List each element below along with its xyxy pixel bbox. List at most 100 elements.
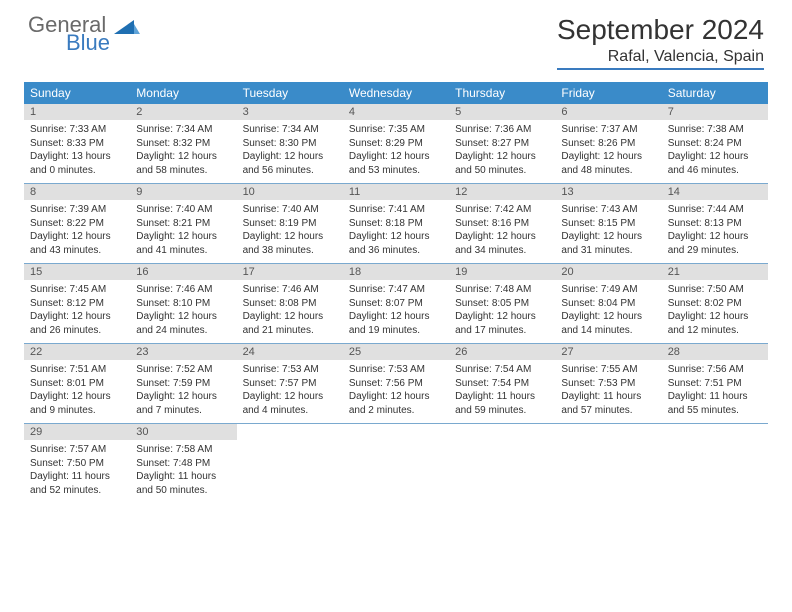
title-block: September 2024 Rafal, Valencia, Spain xyxy=(557,14,764,70)
sunset-text: Sunset: 7:56 PM xyxy=(349,377,443,391)
calendar-day-cell: 2 Sunrise: 7:34 AMSunset: 8:32 PMDaylight… xyxy=(130,104,236,184)
day-number: 7 xyxy=(662,104,768,120)
day-number: 30 xyxy=(130,424,236,440)
page-title: September 2024 xyxy=(557,14,764,46)
day-body: Sunrise: 7:36 AMSunset: 8:27 PMDaylight:… xyxy=(449,120,555,183)
sunrise-text: Sunrise: 7:44 AM xyxy=(668,203,762,217)
daylight-text: Daylight: 12 hours and 12 minutes. xyxy=(668,310,762,337)
day-number: 19 xyxy=(449,264,555,280)
sunrise-text: Sunrise: 7:49 AM xyxy=(561,283,655,297)
calendar-day-cell: 22Sunrise: 7:51 AMSunset: 8:01 PMDayligh… xyxy=(24,344,130,424)
sunset-text: Sunset: 8:29 PM xyxy=(349,137,443,151)
sunset-text: Sunset: 8:04 PM xyxy=(561,297,655,311)
weekday-header: Thursday xyxy=(449,82,555,104)
sunset-text: Sunset: 7:57 PM xyxy=(243,377,337,391)
sunset-text: Sunset: 8:32 PM xyxy=(136,137,230,151)
weekday-header: Wednesday xyxy=(343,82,449,104)
daylight-text: Daylight: 12 hours and 36 minutes. xyxy=(349,230,443,257)
day-number: 22 xyxy=(24,344,130,360)
sunset-text: Sunset: 8:15 PM xyxy=(561,217,655,231)
sunrise-text: Sunrise: 7:35 AM xyxy=(349,123,443,137)
daylight-text: Daylight: 12 hours and 43 minutes. xyxy=(30,230,124,257)
day-number: 17 xyxy=(237,264,343,280)
sunrise-text: Sunrise: 7:47 AM xyxy=(349,283,443,297)
daylight-text: Daylight: 12 hours and 7 minutes. xyxy=(136,390,230,417)
calendar-week-row: 8Sunrise: 7:39 AMSunset: 8:22 PMDaylight… xyxy=(24,184,768,264)
calendar-day-cell: 1Sunrise: 7:33 AMSunset: 8:33 PMDaylight… xyxy=(24,104,130,184)
sunset-text: Sunset: 8:07 PM xyxy=(349,297,443,311)
day-body: Sunrise: 7:35 AMSunset: 8:29 PMDaylight:… xyxy=(343,120,449,183)
weekday-header: Tuesday xyxy=(237,82,343,104)
sunrise-text: Sunrise: 7:34 AM xyxy=(136,123,230,137)
calendar-day-cell: 11Sunrise: 7:41 AMSunset: 8:18 PMDayligh… xyxy=(343,184,449,264)
sunset-text: Sunset: 8:05 PM xyxy=(455,297,549,311)
daylight-text: Daylight: 12 hours and 56 minutes. xyxy=(243,150,337,177)
daylight-text: Daylight: 11 hours and 50 minutes. xyxy=(136,470,230,497)
daylight-text: Daylight: 11 hours and 52 minutes. xyxy=(30,470,124,497)
daylight-text: Daylight: 13 hours and 0 minutes. xyxy=(30,150,124,177)
day-number: 8 xyxy=(24,184,130,200)
daylight-text: Daylight: 12 hours and 31 minutes. xyxy=(561,230,655,257)
day-body: Sunrise: 7:40 AMSunset: 8:21 PMDaylight:… xyxy=(130,200,236,263)
calendar-day-cell: 13Sunrise: 7:43 AMSunset: 8:15 PMDayligh… xyxy=(555,184,661,264)
sunset-text: Sunset: 7:50 PM xyxy=(30,457,124,471)
day-body: Sunrise: 7:49 AMSunset: 8:04 PMDaylight:… xyxy=(555,280,661,343)
day-body: Sunrise: 7:38 AMSunset: 8:24 PMDaylight:… xyxy=(662,120,768,183)
sunrise-text: Sunrise: 7:57 AM xyxy=(30,443,124,457)
day-body: Sunrise: 7:45 AMSunset: 8:12 PMDaylight:… xyxy=(24,280,130,343)
sunset-text: Sunset: 7:59 PM xyxy=(136,377,230,391)
calendar-day-cell: 27Sunrise: 7:55 AMSunset: 7:53 PMDayligh… xyxy=(555,344,661,424)
sunset-text: Sunset: 8:19 PM xyxy=(243,217,337,231)
sunset-text: Sunset: 8:26 PM xyxy=(561,137,655,151)
header: General Blue September 2024 Rafal, Valen… xyxy=(0,0,792,76)
daylight-text: Daylight: 12 hours and 53 minutes. xyxy=(349,150,443,177)
day-number: 2 xyxy=(130,104,236,120)
sunrise-text: Sunrise: 7:33 AM xyxy=(30,123,124,137)
weekday-header: Sunday xyxy=(24,82,130,104)
daylight-text: Daylight: 12 hours and 48 minutes. xyxy=(561,150,655,177)
daylight-text: Daylight: 11 hours and 59 minutes. xyxy=(455,390,549,417)
sunrise-text: Sunrise: 7:40 AM xyxy=(136,203,230,217)
day-body: Sunrise: 7:46 AMSunset: 8:08 PMDaylight:… xyxy=(237,280,343,343)
calendar-day-cell: 5Sunrise: 7:36 AMSunset: 8:27 PMDaylight… xyxy=(449,104,555,184)
calendar-day-cell: 7Sunrise: 7:38 AMSunset: 8:24 PMDaylight… xyxy=(662,104,768,184)
location-label: Rafal, Valencia, Spain xyxy=(557,48,764,70)
day-number: 28 xyxy=(662,344,768,360)
calendar-day-cell: 14Sunrise: 7:44 AMSunset: 8:13 PMDayligh… xyxy=(662,184,768,264)
day-body: Sunrise: 7:46 AMSunset: 8:10 PMDaylight:… xyxy=(130,280,236,343)
daylight-text: Daylight: 12 hours and 58 minutes. xyxy=(136,150,230,177)
day-number: 20 xyxy=(555,264,661,280)
sunrise-text: Sunrise: 7:37 AM xyxy=(561,123,655,137)
logo-word-blue: Blue xyxy=(66,32,110,54)
calendar-day-cell xyxy=(343,424,449,504)
daylight-text: Daylight: 12 hours and 29 minutes. xyxy=(668,230,762,257)
calendar-day-cell: 25Sunrise: 7:53 AMSunset: 7:56 PMDayligh… xyxy=(343,344,449,424)
daylight-text: Daylight: 12 hours and 34 minutes. xyxy=(455,230,549,257)
daylight-text: Daylight: 12 hours and 4 minutes. xyxy=(243,390,337,417)
sunset-text: Sunset: 7:51 PM xyxy=(668,377,762,391)
calendar-day-cell: 9Sunrise: 7:40 AMSunset: 8:21 PMDaylight… xyxy=(130,184,236,264)
calendar-day-cell: 30Sunrise: 7:58 AMSunset: 7:48 PMDayligh… xyxy=(130,424,236,504)
sunrise-text: Sunrise: 7:38 AM xyxy=(668,123,762,137)
calendar-week-row: 15Sunrise: 7:45 AMSunset: 8:12 PMDayligh… xyxy=(24,264,768,344)
daylight-text: Daylight: 12 hours and 46 minutes. xyxy=(668,150,762,177)
sunset-text: Sunset: 8:22 PM xyxy=(30,217,124,231)
day-body: Sunrise: 7:52 AMSunset: 7:59 PMDaylight:… xyxy=(130,360,236,423)
day-number: 29 xyxy=(24,424,130,440)
sunrise-text: Sunrise: 7:42 AM xyxy=(455,203,549,217)
day-body: Sunrise: 7:41 AMSunset: 8:18 PMDaylight:… xyxy=(343,200,449,263)
sunrise-text: Sunrise: 7:53 AM xyxy=(349,363,443,377)
calendar-day-cell: 17Sunrise: 7:46 AMSunset: 8:08 PMDayligh… xyxy=(237,264,343,344)
daylight-text: Daylight: 12 hours and 2 minutes. xyxy=(349,390,443,417)
day-number: 5 xyxy=(449,104,555,120)
calendar-day-cell: 29 Sunrise: 7:57 AMSunset: 7:50 PMDayligh… xyxy=(24,424,130,504)
daylight-text: Daylight: 12 hours and 17 minutes. xyxy=(455,310,549,337)
day-body: Sunrise: 7:58 AMSunset: 7:48 PMDaylight:… xyxy=(130,440,236,503)
sunset-text: Sunset: 7:48 PM xyxy=(136,457,230,471)
weekday-header: Saturday xyxy=(662,82,768,104)
calendar-day-cell: 28Sunrise: 7:56 AMSunset: 7:51 PMDayligh… xyxy=(662,344,768,424)
calendar-day-cell: 10Sunrise: 7:40 AMSunset: 8:19 PMDayligh… xyxy=(237,184,343,264)
sunset-text: Sunset: 8:02 PM xyxy=(668,297,762,311)
day-number: 12 xyxy=(449,184,555,200)
calendar-week-row: 29Sunrise: 7:57 AMSunset: 7:50 PMDayligh… xyxy=(24,424,768,504)
